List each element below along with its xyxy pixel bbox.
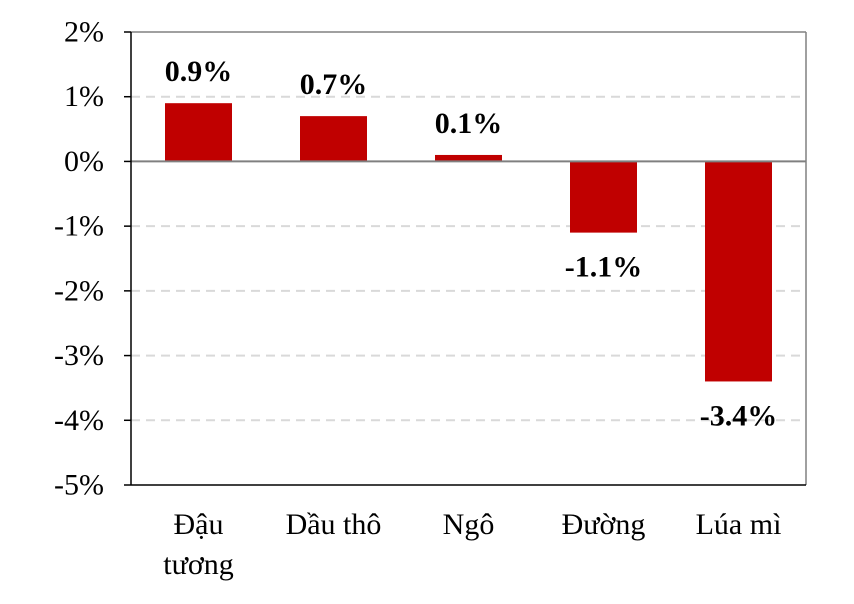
- y-tick-label: -2%: [54, 274, 104, 307]
- category-label: Đậu: [174, 508, 224, 541]
- axes: [124, 31, 807, 486]
- y-tick-label: -4%: [54, 404, 104, 437]
- category-label: Dầu thô: [286, 508, 382, 541]
- bar-5: [705, 161, 772, 382]
- data-label: 0.9%: [165, 55, 233, 88]
- data-label: -3.4%: [700, 399, 778, 432]
- category-label: Ngô: [443, 508, 495, 541]
- y-tick-label: 0%: [64, 145, 104, 178]
- data-label: -1.1%: [565, 251, 643, 284]
- y-tick-label: -5%: [54, 469, 104, 502]
- y-tick-label: -3%: [54, 339, 104, 372]
- y-tick-labels: 2% 1% 0% -1% -2% -3% -4% -5%: [54, 16, 104, 502]
- category-label: tương: [163, 548, 233, 581]
- bars: [165, 103, 772, 382]
- category-labels: Đậu tương Dầu thô Ngô Đường Lúa mì: [163, 508, 781, 581]
- bar-3: [435, 154, 502, 162]
- category-label: Đường: [562, 508, 646, 541]
- y-tick-label: -1%: [54, 210, 104, 243]
- bar-2: [300, 116, 367, 162]
- data-label: 0.1%: [435, 107, 503, 140]
- bar-4: [570, 161, 637, 233]
- data-labels: 0.9% 0.7% 0.1% -1.1% -3.4%: [165, 55, 778, 432]
- bar-1: [165, 103, 232, 162]
- gridlines: [131, 95, 806, 422]
- category-label: Lúa mì: [696, 508, 782, 541]
- data-label: 0.7%: [300, 68, 368, 101]
- y-tick-label: 2%: [64, 16, 104, 49]
- y-tick-label: 1%: [64, 80, 104, 113]
